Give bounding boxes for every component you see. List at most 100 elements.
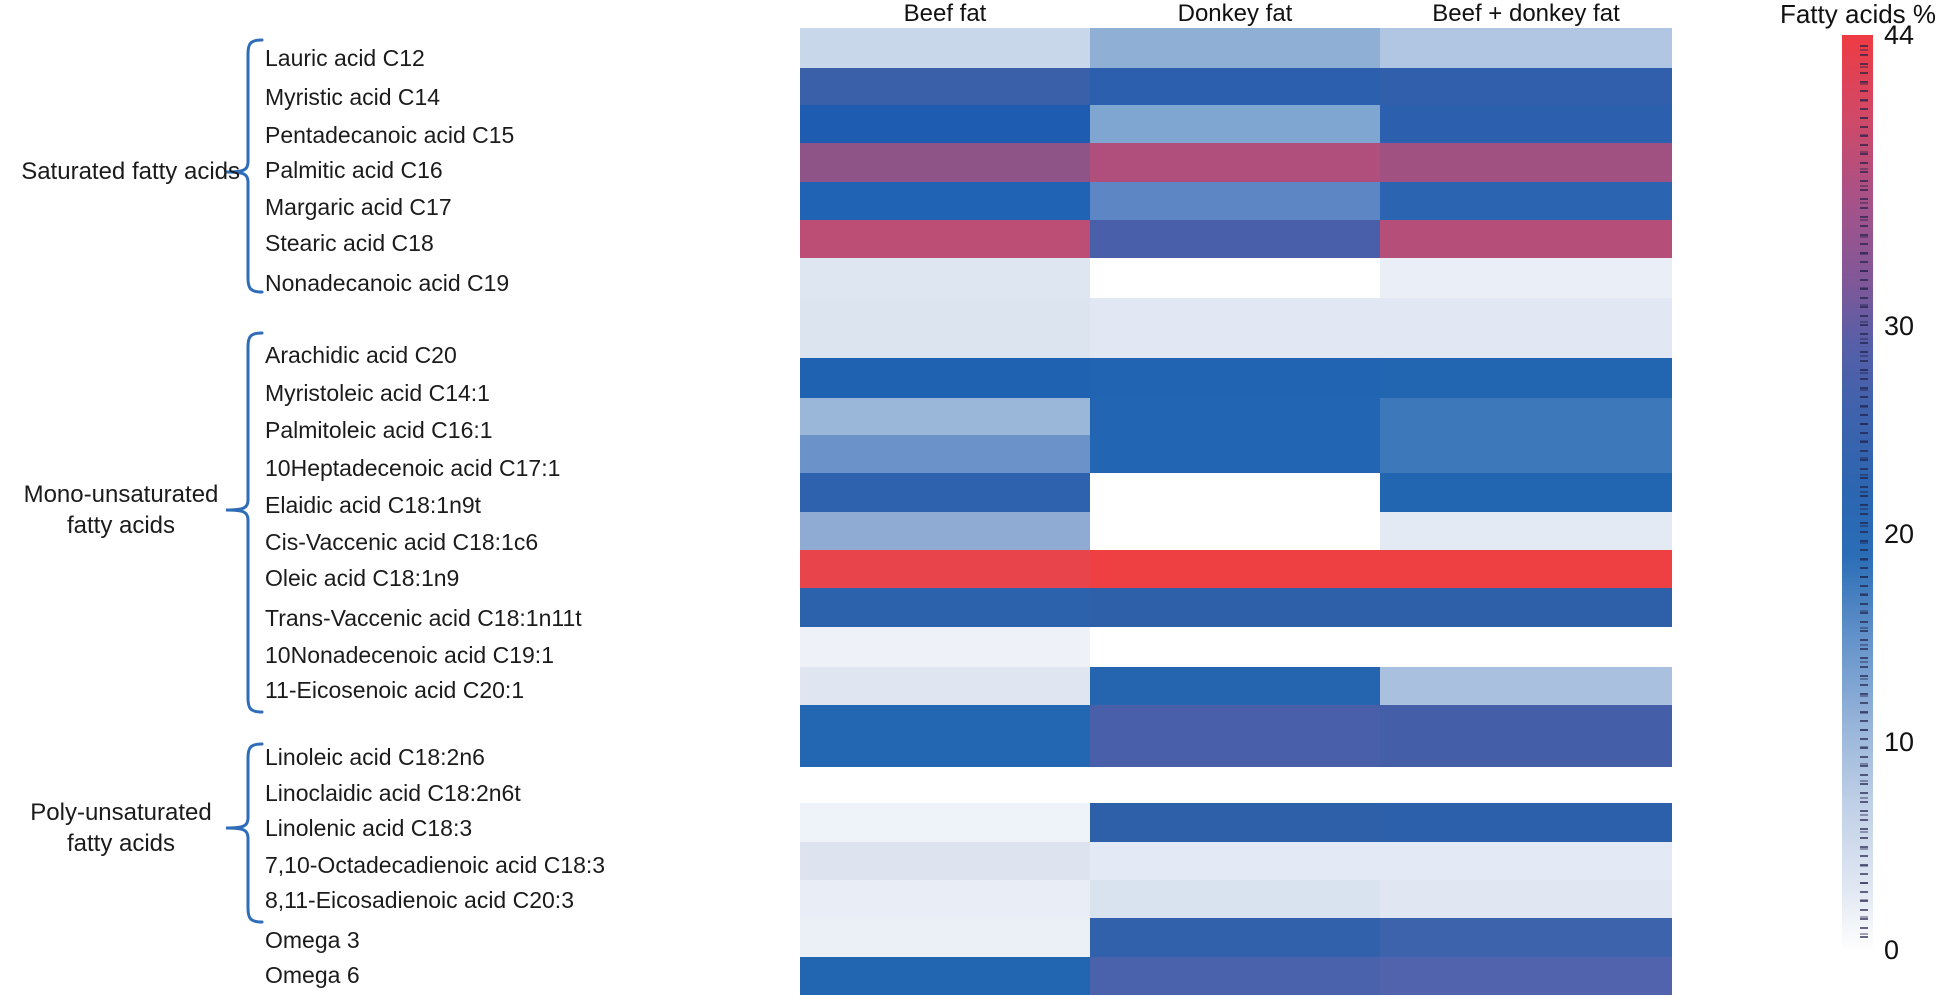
row-label: Lauric acid C12: [265, 45, 425, 71]
heatmap-cell-donkey: [1090, 358, 1380, 398]
heatmap-cell-donkey: [1090, 435, 1380, 473]
row-label: Palmitic acid C16: [265, 157, 443, 183]
heatmap-row: [800, 258, 1672, 298]
heatmap-cell-mix: [1380, 435, 1672, 473]
heatmap-row: [800, 767, 1672, 803]
heatmap-cell-mix: [1380, 880, 1672, 918]
row-label: 7,10-Octadecadienoic acid C18:3: [265, 852, 606, 878]
row-label: Oleic acid C18:1n9: [265, 565, 460, 591]
heatmap-cell-donkey: [1090, 220, 1380, 258]
heatmap-cell-mix: [1380, 28, 1672, 68]
row-label: Omega 6: [265, 962, 360, 988]
row-label: Nonadecanoic acid C19: [265, 270, 510, 296]
heatmap-cell-donkey: [1090, 512, 1380, 550]
colorbar-title: Fatty acids %: [1779, 0, 1937, 29]
colorbar-tick-label: 0: [1884, 935, 1900, 965]
column-header-beef-fat: Beef fat: [903, 0, 987, 27]
heatmap-row: [800, 398, 1672, 435]
row-label: Linoleic acid C18:2n6: [265, 744, 485, 770]
heatmap-row: [800, 550, 1672, 588]
heatmap-cell-beef: [800, 803, 1090, 842]
heatmap-cell-mix: [1380, 143, 1672, 182]
heatmap-cell-mix: [1380, 918, 1672, 957]
row-label: Myristoleic acid C14:1: [265, 380, 490, 406]
heatmap-grid: [800, 28, 1672, 995]
row-label: Omega 3: [265, 927, 360, 953]
heatmap-cell-beef: [800, 473, 1090, 512]
row-label: 8,11-Eicosadienoic acid C20:3: [265, 887, 574, 913]
heatmap-row: [800, 473, 1672, 512]
heatmap-row: [800, 957, 1672, 995]
heatmap-cell-donkey: [1090, 627, 1380, 667]
row-label: 11-Eicosenoic acid C20:1: [265, 677, 525, 703]
colorbar-tick-label: 30: [1884, 311, 1915, 342]
heatmap-row: [800, 220, 1672, 258]
group-label-saturated: Saturated fatty acids: [0, 156, 240, 187]
heatmap-row: [800, 627, 1672, 667]
heatmap-cell-mix: [1380, 550, 1672, 588]
heatmap-cell-mix: [1380, 767, 1672, 803]
heatmap-cell-beef: [800, 105, 1090, 143]
group-label-line: Poly-unsaturated: [30, 799, 212, 826]
row-label: Myristic acid C14: [265, 84, 441, 110]
heatmap-cell-mix: [1380, 842, 1672, 880]
row-label: Linolenic acid C18:3: [265, 815, 473, 841]
heatmap-cell-mix: [1380, 398, 1672, 435]
row-label: Trans-Vaccenic acid C18:1n11t: [265, 605, 582, 631]
heatmap-cell-donkey: [1090, 842, 1380, 880]
heatmap-cell-donkey: [1090, 143, 1380, 182]
heatmap-row: [800, 182, 1672, 220]
heatmap-cell-beef: [800, 957, 1090, 995]
heatmap-cell-beef: [800, 398, 1090, 435]
heatmap-cell-beef: [800, 550, 1090, 588]
heatmap-cell-donkey: [1090, 473, 1380, 512]
heatmap-row: [800, 667, 1672, 705]
heatmap-cell-donkey: [1090, 550, 1380, 588]
heatmap-row: [800, 880, 1672, 918]
heatmap-cell-mix: [1380, 298, 1672, 358]
heatmap-cell-donkey: [1090, 68, 1380, 105]
heatmap-cell-beef: [800, 258, 1090, 298]
group-label-line: fatty acids: [66, 830, 176, 857]
row-label: Pentadecanoic acid C15: [265, 122, 515, 148]
heatmap-cell-beef: [800, 512, 1090, 550]
heatmap-cell-mix: [1380, 667, 1672, 705]
heatmap-row: [800, 105, 1672, 143]
row-label: Cis-Vaccenic acid C18:1c6: [265, 529, 539, 555]
group-label-line: Mono-unsaturated: [23, 481, 219, 508]
heatmap-cell-mix: [1380, 473, 1672, 512]
heatmap-cell-mix: [1380, 512, 1672, 550]
group-label-line: fatty acids: [66, 512, 176, 539]
heatmap-cell-beef: [800, 182, 1090, 220]
heatmap-cell-donkey: [1090, 588, 1380, 627]
heatmap-cell-mix: [1380, 588, 1672, 627]
colorbar-tick-label: 20: [1884, 519, 1915, 550]
heatmap-cell-donkey: [1090, 298, 1380, 358]
heatmap-cell-mix: [1380, 803, 1672, 842]
heatmap-cell-beef: [800, 143, 1090, 182]
heatmap-cell-donkey: [1090, 258, 1380, 298]
heatmap-cell-donkey: [1090, 28, 1380, 68]
heatmap-cell-donkey: [1090, 767, 1380, 803]
heatmap-cell-beef: [800, 588, 1090, 627]
heatmap-cell-beef: [800, 358, 1090, 398]
heatmap-row: [800, 918, 1672, 957]
heatmap-cell-beef: [800, 627, 1090, 667]
heatmap-cell-beef: [800, 435, 1090, 473]
heatmap-row: [800, 28, 1672, 68]
heatmap-cell-beef: [800, 842, 1090, 880]
heatmap-cell-beef: [800, 68, 1090, 105]
heatmap-cell-beef: [800, 767, 1090, 803]
heatmap-row: [800, 705, 1672, 767]
heatmap-cell-mix: [1380, 705, 1672, 767]
colorbar-tick-label: 10: [1884, 727, 1915, 758]
row-label: 10Nonadecenoic acid C19:1: [265, 642, 554, 668]
group-label-line: Saturated fatty acids: [21, 158, 240, 185]
heatmap-cell-beef: [800, 918, 1090, 957]
heatmap-cell-donkey: [1090, 105, 1380, 143]
row-label: 10Heptadecenoic acid C17:1: [265, 455, 561, 481]
heatmap-cell-mix: [1380, 957, 1672, 995]
heatmap-cell-mix: [1380, 182, 1672, 220]
heatmap-row: [800, 588, 1672, 627]
heatmap-cell-mix: [1380, 258, 1672, 298]
